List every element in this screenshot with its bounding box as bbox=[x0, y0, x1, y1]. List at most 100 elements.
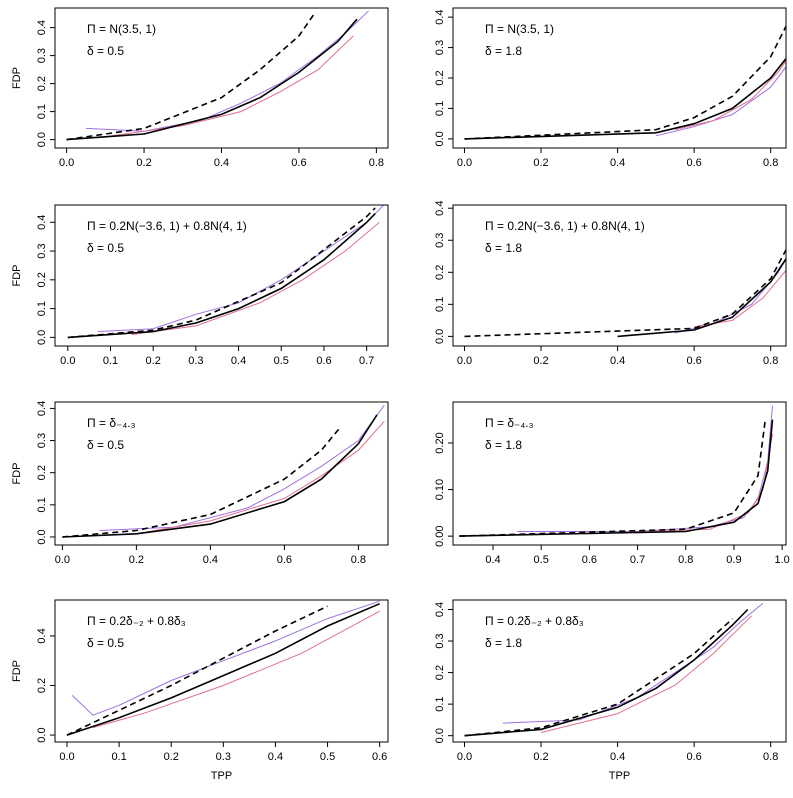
x-tick-label: 0.0 bbox=[457, 751, 472, 763]
x-tick-label: 0.8 bbox=[763, 751, 778, 763]
series-line bbox=[459, 420, 772, 536]
annotation: Π = δ₋₄.₃ bbox=[485, 416, 534, 430]
y-axis-label: FDP bbox=[11, 660, 23, 682]
x-tick-label: 0.8 bbox=[678, 554, 693, 566]
y-tick-label: 0.2 bbox=[434, 265, 446, 280]
y-tick-label: 0.4 bbox=[36, 628, 48, 643]
annotation: Π = N(3.5, 1) bbox=[485, 22, 554, 36]
x-tick-label: 0.1 bbox=[111, 751, 126, 763]
x-tick-label: 0.5 bbox=[274, 355, 289, 367]
series-line bbox=[656, 8, 793, 136]
y-tick-label: 0.0 bbox=[434, 728, 446, 743]
x-tick-label: 0.2 bbox=[533, 751, 548, 763]
y-tick-label: 0.1 bbox=[434, 101, 446, 116]
x-tick-label: 0.4 bbox=[610, 157, 625, 169]
y-axis-label: FDP bbox=[11, 67, 23, 89]
x-tick-label: 0.6 bbox=[277, 554, 292, 566]
series-line bbox=[675, 38, 793, 129]
x-tick-label: 0.0 bbox=[60, 355, 75, 367]
annotation: Π = δ₋₄.₃ bbox=[87, 416, 136, 430]
x-tick-label: 0.2 bbox=[146, 355, 161, 367]
series-line bbox=[541, 616, 752, 733]
x-tick-label: 0.6 bbox=[686, 751, 701, 763]
annotation: δ = 0.5 bbox=[87, 44, 124, 58]
x-tick-label: 0.6 bbox=[316, 355, 331, 367]
y-tick-label: 0.3 bbox=[434, 40, 446, 55]
y-axis-label: FDP bbox=[11, 265, 23, 287]
y-tick-label: 0.2 bbox=[36, 465, 48, 480]
y-tick-label: 0.4 bbox=[434, 201, 446, 216]
x-tick-label: 0.3 bbox=[188, 355, 203, 367]
x-axis-label: TPP bbox=[609, 770, 630, 782]
x-tick-label: 0.0 bbox=[55, 554, 70, 566]
annotation: δ = 0.5 bbox=[87, 636, 124, 650]
y-tick-label: 0.2 bbox=[36, 678, 48, 693]
x-tick-label: 0.2 bbox=[533, 157, 548, 169]
annotation: δ = 0.5 bbox=[87, 438, 124, 452]
y-tick-label: 0.4 bbox=[36, 401, 48, 416]
y-tick-label: 0.2 bbox=[36, 272, 48, 287]
x-tick-label: 0.8 bbox=[369, 157, 384, 169]
x-tick-label: 0.2 bbox=[136, 157, 151, 169]
y-tick-label: 0.2 bbox=[434, 70, 446, 85]
x-tick-label: 0.7 bbox=[630, 554, 645, 566]
series-line bbox=[62, 415, 377, 537]
y-tick-label: 0.4 bbox=[36, 215, 48, 230]
y-tick-label: 0.0 bbox=[434, 329, 446, 344]
y-tick-label: 0.1 bbox=[36, 104, 48, 119]
x-tick-label: 0.0 bbox=[457, 355, 472, 367]
x-tick-label: 0.4 bbox=[485, 554, 500, 566]
y-tick-label: 0.3 bbox=[36, 433, 48, 448]
annotation: δ = 1.8 bbox=[485, 44, 522, 58]
y-tick-label: 0.00 bbox=[434, 525, 446, 546]
x-tick-label: 1.0 bbox=[774, 554, 789, 566]
y-tick-label: 0.1 bbox=[36, 301, 48, 316]
y-tick-label: 0.4 bbox=[434, 9, 446, 24]
y-tick-label: 0.1 bbox=[36, 497, 48, 512]
y-tick-label: 0.4 bbox=[434, 602, 446, 617]
series-line bbox=[105, 36, 353, 137]
annotation: Π = 0.2N(−3.6, 1) + 0.8N(4, 1) bbox=[485, 219, 645, 233]
x-tick-label: 0.2 bbox=[129, 554, 144, 566]
x-tick-label: 0.8 bbox=[351, 554, 366, 566]
y-tick-label: 0.0 bbox=[36, 529, 48, 544]
x-tick-label: 0.5 bbox=[320, 751, 335, 763]
y-tick-label: 0.20 bbox=[434, 432, 446, 453]
x-tick-label: 0.6 bbox=[372, 751, 387, 763]
series-line bbox=[67, 19, 357, 139]
y-tick-label: 0.0 bbox=[36, 132, 48, 147]
x-tick-label: 0.1 bbox=[103, 355, 118, 367]
series-line bbox=[459, 420, 765, 536]
annotation: δ = 1.8 bbox=[485, 636, 522, 650]
series-line bbox=[465, 221, 793, 336]
x-tick-label: 0.6 bbox=[582, 554, 597, 566]
x-tick-label: 0.4 bbox=[610, 751, 625, 763]
y-tick-label: 0.3 bbox=[36, 48, 48, 63]
y-tick-label: 0.2 bbox=[434, 665, 446, 680]
y-tick-label: 0.3 bbox=[434, 633, 446, 648]
x-tick-label: 0.4 bbox=[231, 355, 246, 367]
y-tick-label: 0.10 bbox=[434, 479, 446, 500]
y-tick-label: 0.2 bbox=[36, 76, 48, 91]
x-tick-label: 0.2 bbox=[164, 751, 179, 763]
y-axis-label: FDP bbox=[11, 463, 23, 485]
y-tick-label: 0.3 bbox=[36, 243, 48, 258]
x-tick-label: 0.9 bbox=[726, 554, 741, 566]
y-tick-label: 0.0 bbox=[36, 727, 48, 742]
y-tick-label: 0.3 bbox=[434, 233, 446, 248]
x-tick-label: 0.0 bbox=[457, 157, 472, 169]
annotation: δ = 1.8 bbox=[485, 241, 522, 255]
y-tick-label: 0.1 bbox=[434, 297, 446, 312]
x-tick-label: 0.3 bbox=[216, 751, 231, 763]
x-tick-label: 0.7 bbox=[359, 355, 374, 367]
x-tick-label: 0.8 bbox=[763, 157, 778, 169]
y-tick-label: 0.1 bbox=[434, 696, 446, 711]
annotation: Π = 0.2δ₋₂ + 0.8δ₃ bbox=[485, 614, 584, 628]
series-line bbox=[589, 434, 772, 534]
annotation: Π = N(3.5, 1) bbox=[87, 22, 156, 36]
x-tick-label: 0.2 bbox=[533, 355, 548, 367]
series-line bbox=[136, 421, 384, 534]
x-tick-label: 0.0 bbox=[59, 157, 74, 169]
series-line bbox=[517, 406, 772, 532]
